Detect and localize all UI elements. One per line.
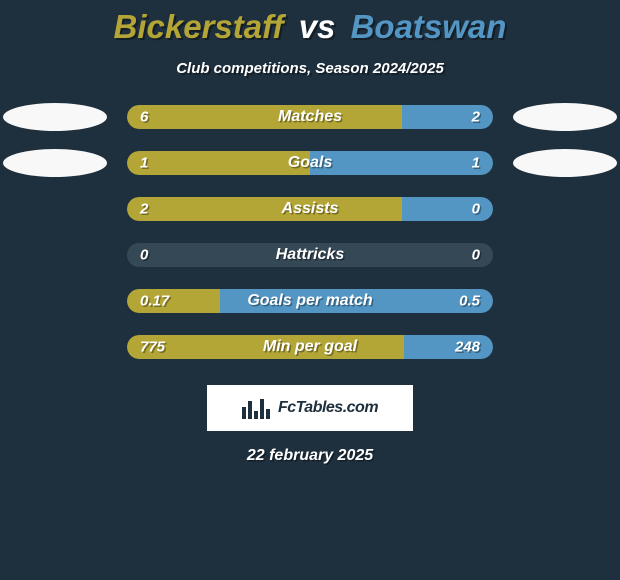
stat-bar-left — [127, 289, 220, 313]
club-logo-right-shape — [513, 103, 617, 131]
stat-bar-right — [220, 289, 493, 313]
stat-bar-right — [310, 151, 493, 175]
fctables-badge[interactable]: FcTables.com — [207, 385, 413, 431]
stat-bar: Goals11 — [110, 151, 510, 175]
stat-bar-left — [127, 105, 402, 129]
stat-bar-right — [402, 197, 494, 221]
stat-bar-left — [127, 197, 402, 221]
stat-bar-track — [127, 289, 493, 313]
club-logo-left-shape — [3, 103, 107, 131]
stat-row: Goals11 — [0, 151, 620, 175]
stat-bar-left — [127, 335, 404, 359]
stat-row: Matches62 — [0, 105, 620, 129]
title-left: Bickerstaff — [114, 8, 284, 45]
page-title: Bickerstaff vs Boatswan — [0, 8, 620, 46]
club-logo-left — [0, 149, 110, 177]
stat-row: Goals per match0.170.5 — [0, 289, 620, 313]
stat-bar-track — [127, 197, 493, 221]
bar-chart-icon — [242, 397, 270, 419]
stat-row: Hattricks00 — [0, 243, 620, 267]
club-logo-right-shape — [513, 149, 617, 177]
stat-bar: Min per goal775248 — [110, 335, 510, 359]
stat-bar-left — [127, 151, 310, 175]
club-logo-left-shape — [3, 149, 107, 177]
club-logo-right — [510, 149, 620, 177]
club-logo-left — [0, 103, 110, 131]
stat-bar: Matches62 — [110, 105, 510, 129]
subtitle: Club competitions, Season 2024/2025 — [0, 60, 620, 77]
stat-bar-right — [402, 105, 494, 129]
title-right: Boatswan — [351, 8, 507, 45]
stat-bar-track — [127, 151, 493, 175]
stat-bar: Hattricks00 — [110, 243, 510, 267]
stat-bar-track — [127, 243, 493, 267]
club-logo-right — [510, 103, 620, 131]
stat-bar: Goals per match0.170.5 — [110, 289, 510, 313]
stat-bar-right — [404, 335, 493, 359]
stat-bar: Assists20 — [110, 197, 510, 221]
stat-row: Min per goal775248 — [0, 335, 620, 359]
title-vs: vs — [299, 8, 336, 45]
date-label: 22 february 2025 — [0, 447, 620, 465]
stat-bar-track — [127, 105, 493, 129]
stat-row: Assists20 — [0, 197, 620, 221]
stat-bar-track — [127, 335, 493, 359]
badge-text: FcTables.com — [278, 399, 378, 417]
